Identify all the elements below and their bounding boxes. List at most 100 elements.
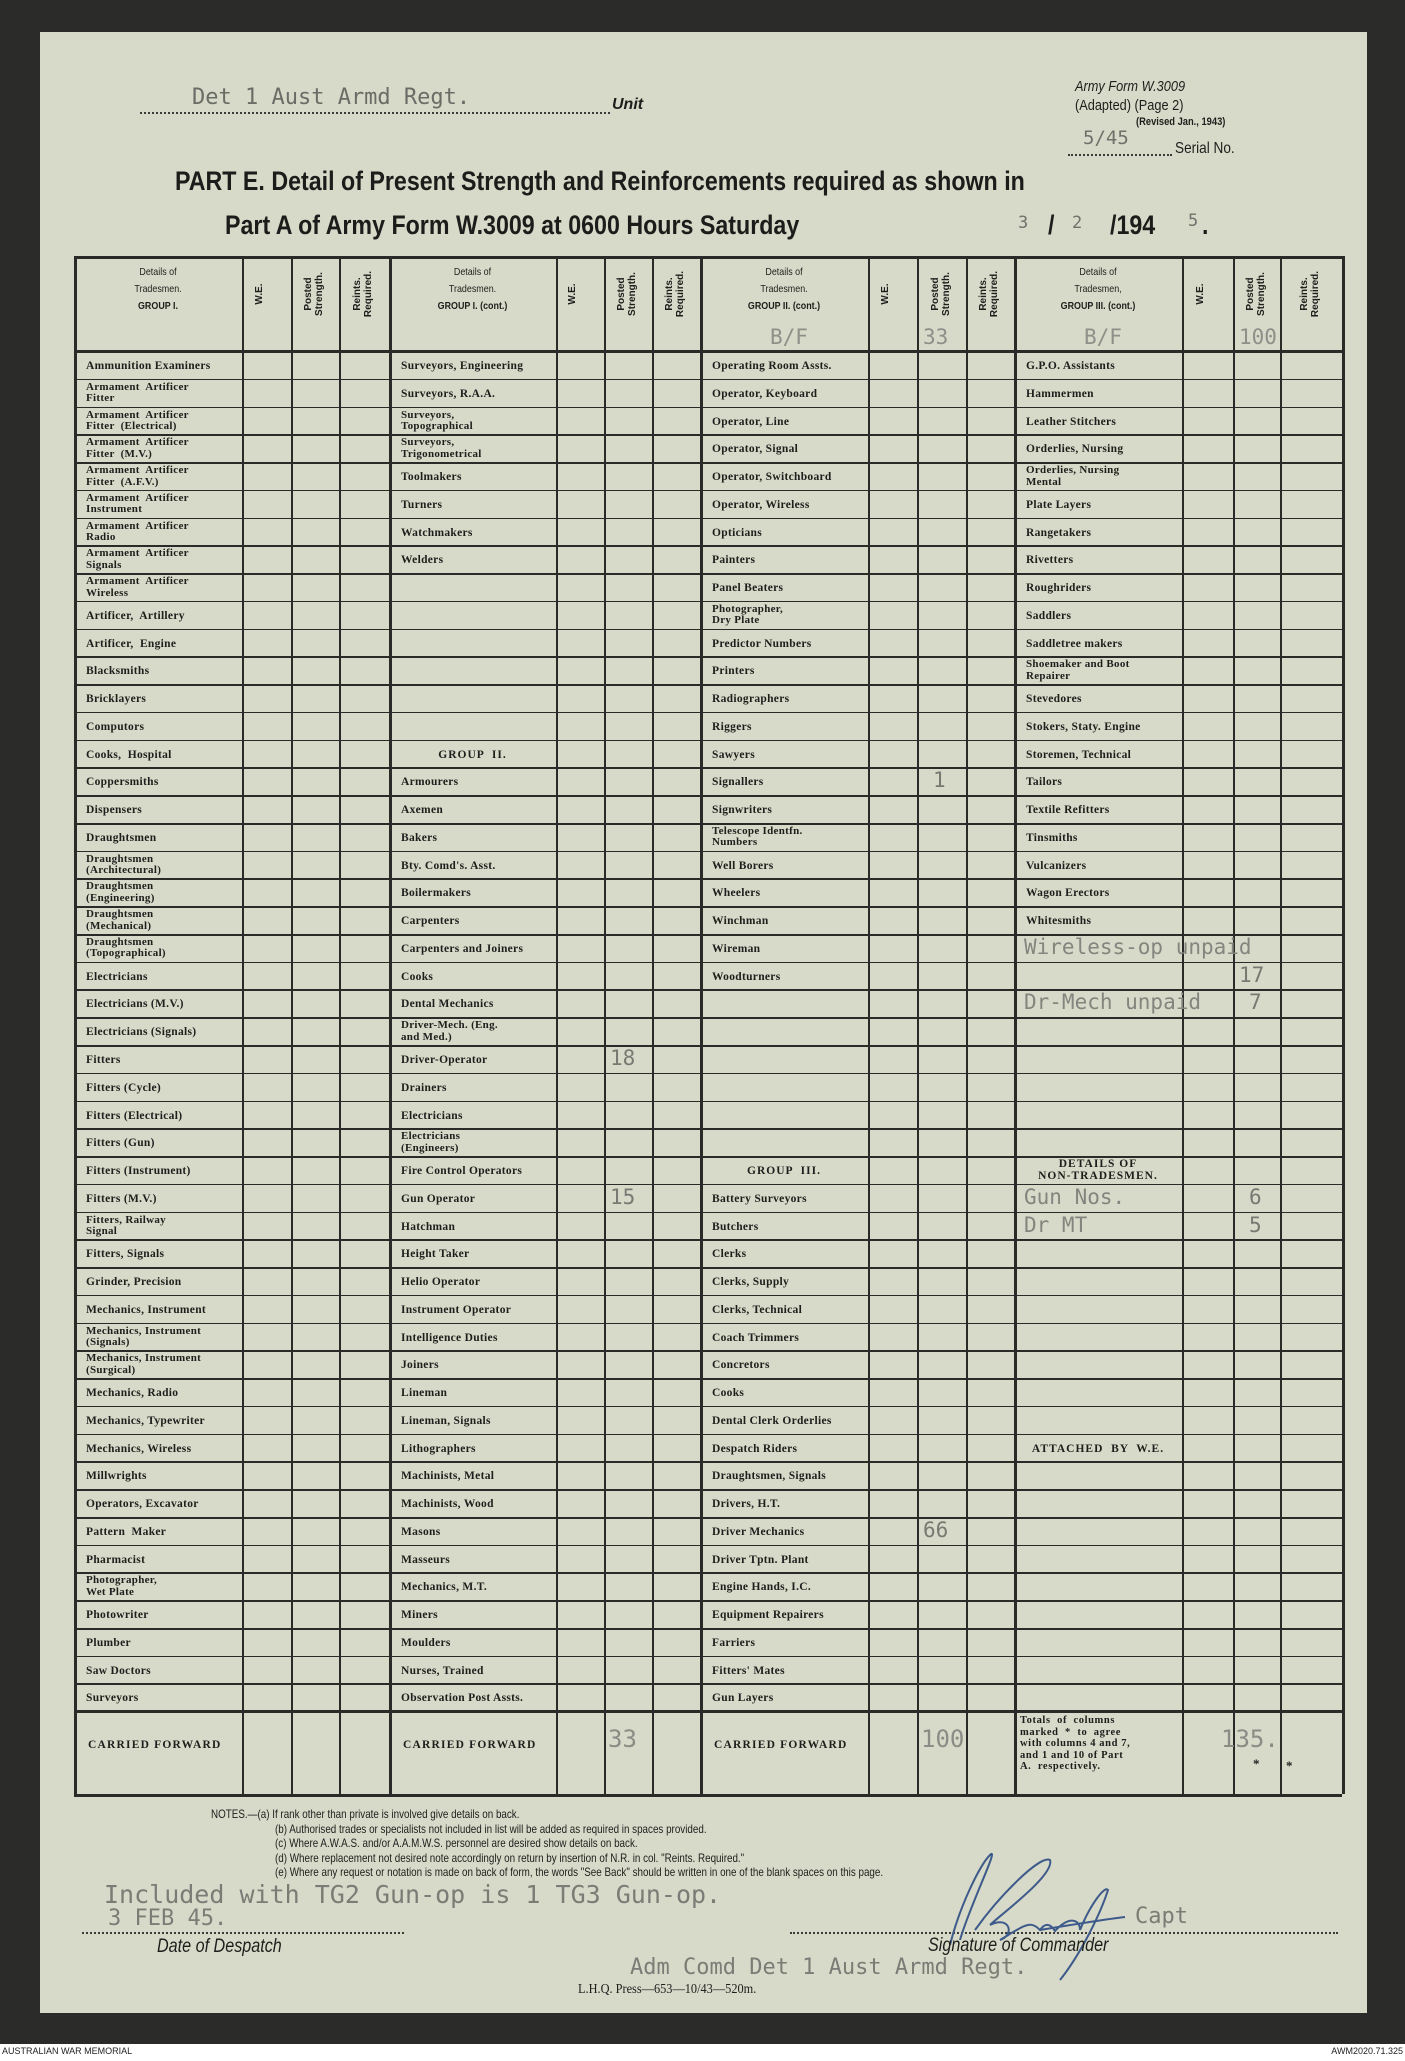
row-label: Millwrights [86, 1470, 147, 1483]
row-rule [74, 628, 389, 631]
row-label: Wheelers [712, 887, 761, 900]
row-rule [700, 378, 1014, 381]
row-label: Painters [712, 554, 756, 567]
row-label: Riggers [712, 720, 752, 733]
row-label: Machinists, Metal [401, 1470, 495, 1483]
row-rule [700, 434, 1014, 436]
row-rule [700, 600, 1014, 603]
column-header-label: Details of [139, 266, 177, 278]
row-label: Driver Mechanics [712, 1525, 805, 1538]
row-rule [1014, 1405, 1342, 1408]
row-label: Shoemaker and Boot Repairer [1026, 658, 1130, 682]
row-rule [700, 1627, 1014, 1630]
row-rule [700, 878, 1014, 881]
row-label: Rangetakers [1026, 526, 1092, 539]
row-label: Armament Artificer Fitter (A.F.V.) [86, 464, 189, 488]
row-rule [1014, 767, 1342, 769]
row-label: Pharmacist [86, 1553, 146, 1566]
row-label: Surveyors, Trigonometrical [401, 436, 482, 460]
row-rule [389, 656, 700, 658]
row-rule [74, 462, 389, 464]
row-label: Armament Artificer Signals [86, 547, 189, 571]
row-rule [1014, 1294, 1342, 1297]
row-rule [700, 1378, 1014, 1380]
column-header-label: Tradesmen. [448, 283, 497, 295]
row-rule [1014, 933, 1342, 936]
row-rule [700, 1156, 1014, 1158]
row-rule [389, 1322, 700, 1325]
row-label: Armament Artificer Radio [86, 519, 189, 544]
row-label: Rivetters [1026, 554, 1074, 567]
row-rule [700, 1267, 1014, 1269]
row-label: Surveyors, R.A.A. [401, 387, 496, 400]
row-label: Coach Trimmers [712, 1331, 800, 1344]
column-header-label: Tradesmen. [760, 283, 808, 295]
row-label: Instrument Operator [401, 1303, 512, 1316]
row-rule [74, 1461, 389, 1463]
row-label: Nurses, Trained [401, 1664, 484, 1677]
header-we: W.E. [567, 283, 578, 305]
row-label: Clerks [712, 1248, 747, 1261]
row-label: Mechanics, Instrument [86, 1303, 207, 1316]
row-label: Orderlies, Nursing [1026, 443, 1124, 456]
typed-entry: Wireless-op unpaid [1024, 934, 1252, 959]
group-heading: GROUP II. [438, 748, 507, 761]
row-rule [700, 1572, 1014, 1575]
posted-strength-value: 7 [1249, 990, 1262, 1015]
column-header-label: GROUP II. (cont.) [747, 300, 821, 312]
row-rule [74, 434, 389, 436]
group-heading: DETAILS OF NON-TRADESMEN. [1038, 1158, 1158, 1183]
row-rule [700, 1211, 1014, 1214]
row-rule [389, 933, 700, 936]
row-rule [1014, 1600, 1342, 1602]
row-label: Bricklayers [86, 693, 147, 706]
despatch-label: Date of Despatch [157, 1936, 282, 1957]
row-rule [389, 1516, 700, 1519]
row-rule [389, 1627, 700, 1630]
column-divider [242, 256, 244, 1794]
row-label: Well Borers [712, 859, 774, 872]
row-label: Farriers [712, 1636, 756, 1649]
row-rule [700, 1711, 1014, 1713]
column-header-label: Details of [453, 266, 492, 278]
row-label: Helio Operator [401, 1276, 481, 1289]
date-end: . [1202, 210, 1209, 240]
row-label: Draughtsmen, Signals [712, 1470, 826, 1483]
date-year-printed: /194 [1110, 210, 1156, 240]
row-label: Saddlers [1026, 609, 1072, 622]
row-rule [389, 462, 700, 464]
row-label: Textile Refitters [1026, 804, 1110, 817]
row-label: Toolmakers [401, 471, 462, 484]
row-label: Mechanics, Wireless [86, 1442, 192, 1455]
row-rule [1014, 1627, 1342, 1630]
row-label: Artificer, Engine [86, 637, 177, 650]
row-label: Drainers [401, 1081, 447, 1094]
row-rule [389, 517, 700, 520]
row-label: Clerks, Supply [712, 1276, 790, 1289]
row-rule [1014, 961, 1342, 964]
row-rule [389, 1433, 700, 1436]
row-rule [700, 1017, 1014, 1019]
row-label: Welders [401, 554, 444, 567]
carried-forward-posted: 33 [608, 1725, 637, 1754]
column-header-label: Tradesmen. [134, 283, 182, 295]
column-divider [917, 256, 919, 1794]
row-rule [700, 1294, 1014, 1297]
row-rule [74, 1045, 389, 1047]
despatch-date: 3 FEB 45. [108, 1906, 228, 1931]
table-bottom-rule [74, 1794, 1342, 1797]
row-label: Radiographers [712, 693, 790, 706]
row-rule [74, 1600, 389, 1602]
row-rule [389, 434, 700, 436]
row-rule [700, 933, 1014, 936]
row-label: Lineman, Signals [401, 1414, 491, 1427]
row-label: Operators, Excavator [86, 1498, 199, 1511]
row-rule [1014, 850, 1342, 853]
row-rule [389, 1711, 700, 1713]
row-label: Battery Surveyors [712, 1192, 807, 1205]
row-rule [1014, 1544, 1342, 1547]
row-label: Fitters (M.V.) [86, 1192, 157, 1205]
row-rule [700, 1322, 1014, 1325]
column-header-label: GROUP III. (cont.) [1060, 300, 1136, 312]
row-label: Wireman [712, 942, 761, 955]
